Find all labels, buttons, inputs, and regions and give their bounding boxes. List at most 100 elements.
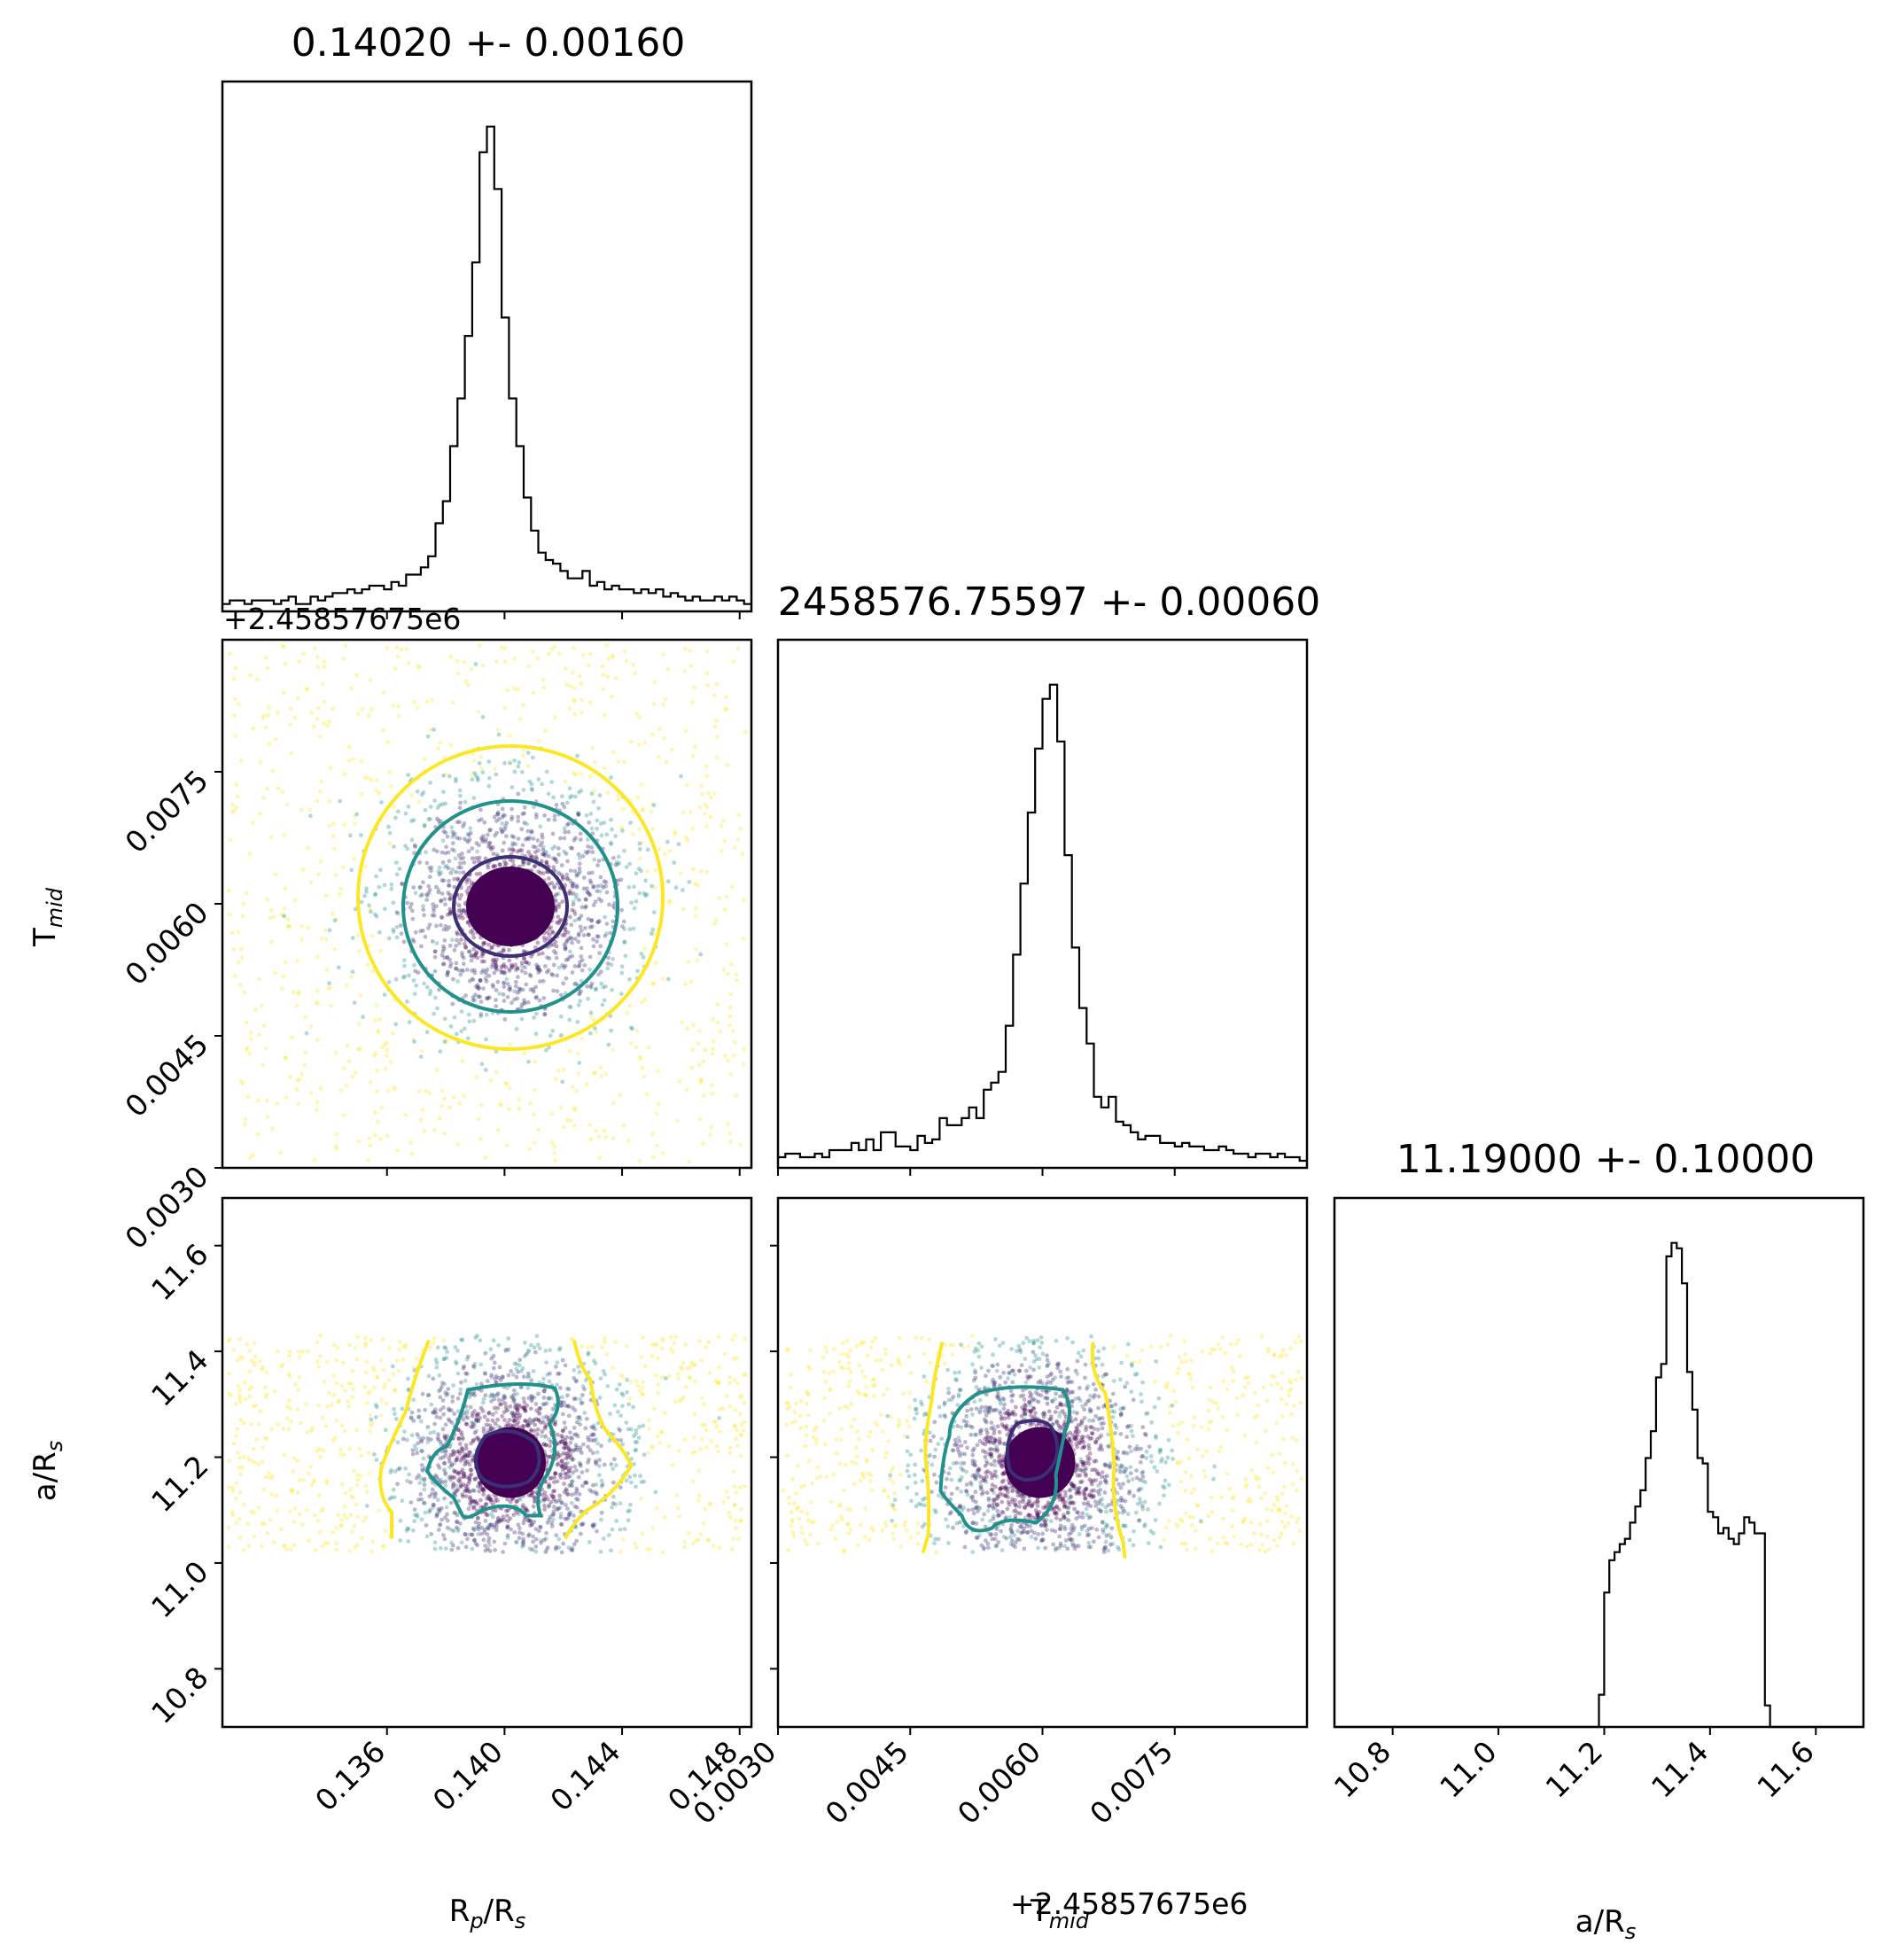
- sample-point: [520, 812, 525, 816]
- sample-point: [539, 1540, 543, 1545]
- sample-point: [244, 891, 249, 896]
- sample-point: [641, 806, 645, 812]
- sample-point: [471, 1411, 475, 1416]
- sample-point: [510, 841, 516, 846]
- sample-point: [431, 1505, 435, 1510]
- sample-point: [682, 1437, 688, 1443]
- sample-point: [463, 993, 468, 998]
- sample-point: [437, 803, 442, 808]
- sample-point: [494, 966, 498, 971]
- sample-point: [573, 895, 579, 900]
- sample-point: [579, 1401, 584, 1406]
- sample-point: [587, 820, 592, 825]
- sample-point: [445, 1512, 449, 1517]
- sample-point: [541, 935, 547, 940]
- sample-point: [478, 1381, 484, 1387]
- sample-point: [560, 794, 564, 799]
- sample-point: [327, 928, 332, 933]
- sample-point: [286, 1372, 292, 1377]
- sample-point: [476, 859, 481, 864]
- sample-point: [483, 1393, 488, 1398]
- sample-point: [500, 1413, 505, 1419]
- sample-point: [316, 1365, 321, 1369]
- sample-point: [559, 1434, 564, 1439]
- sample-point: [691, 1435, 696, 1440]
- sample-point: [681, 1395, 686, 1400]
- sample-point: [397, 867, 402, 871]
- sample-point: [274, 1493, 278, 1498]
- sample-point: [991, 1441, 996, 1446]
- sample-point: [527, 1518, 533, 1523]
- sample-point: [480, 1486, 485, 1491]
- sample-point: [616, 878, 620, 883]
- sample-point: [343, 643, 348, 649]
- sample-point: [276, 786, 281, 791]
- sample-point: [366, 1451, 371, 1456]
- sample-point: [464, 889, 470, 894]
- sample-point: [570, 953, 575, 959]
- sample-point: [600, 1345, 604, 1349]
- sample-point: [401, 1357, 406, 1362]
- sample-point: [589, 1425, 594, 1429]
- sample-point: [970, 1550, 976, 1554]
- sample-point: [666, 976, 671, 982]
- sample-point: [435, 1506, 440, 1512]
- sample-point: [571, 670, 575, 675]
- sample-point: [529, 1493, 534, 1497]
- sample-point: [390, 1364, 395, 1369]
- sample-point: [284, 1055, 288, 1061]
- sample-point: [442, 1496, 447, 1501]
- sample-point: [539, 859, 544, 864]
- sample-point: [571, 881, 576, 886]
- sample-point: [1233, 1341, 1239, 1346]
- sample-point: [561, 1541, 565, 1546]
- sample-point: [864, 1459, 869, 1464]
- sample-point: [514, 1374, 519, 1380]
- sample-point: [653, 867, 657, 873]
- sample-point: [437, 1116, 442, 1121]
- sample-point: [1283, 1460, 1287, 1466]
- sample-point: [485, 996, 490, 1001]
- sample-point: [489, 1512, 494, 1517]
- sample-point: [897, 1421, 902, 1427]
- sample-point: [276, 1349, 280, 1354]
- sample-point: [418, 893, 423, 898]
- sample-point: [472, 771, 478, 775]
- sample-point: [471, 1437, 476, 1443]
- sample-point: [892, 1491, 897, 1496]
- sample-point: [469, 1472, 474, 1477]
- sample-point: [363, 1483, 369, 1489]
- sample-point: [432, 798, 437, 803]
- sample-point: [576, 1497, 580, 1502]
- sample-point: [627, 861, 633, 867]
- sample-point: [489, 964, 494, 969]
- sample-point: [408, 1140, 414, 1145]
- sample-point: [949, 1397, 954, 1402]
- sample-point: [490, 1418, 495, 1423]
- sample-point: [350, 936, 355, 940]
- sample-point: [875, 1423, 880, 1428]
- sample-point: [501, 964, 506, 968]
- sample-point: [315, 1001, 321, 1007]
- sample-point: [512, 989, 517, 994]
- sample-point: [600, 1002, 605, 1007]
- sample-point: [410, 1451, 416, 1457]
- sample-point: [683, 1342, 688, 1347]
- sample-point: [599, 1443, 603, 1449]
- sample-point: [724, 707, 729, 712]
- sample-point: [704, 1345, 709, 1350]
- sample-point: [478, 977, 483, 983]
- sample-point: [620, 1393, 626, 1397]
- sample-point: [288, 1406, 292, 1411]
- sample-point: [986, 1497, 992, 1503]
- sample-point: [742, 1046, 746, 1052]
- sample-point: [468, 1500, 472, 1505]
- sample-point: [590, 850, 595, 855]
- sample-point: [370, 1539, 375, 1544]
- sample-point: [569, 794, 574, 798]
- sample-point: [708, 795, 713, 800]
- sample-point: [450, 1394, 455, 1399]
- sample-point: [568, 868, 573, 873]
- sample-point: [439, 1505, 444, 1511]
- sample-point: [1229, 1365, 1234, 1370]
